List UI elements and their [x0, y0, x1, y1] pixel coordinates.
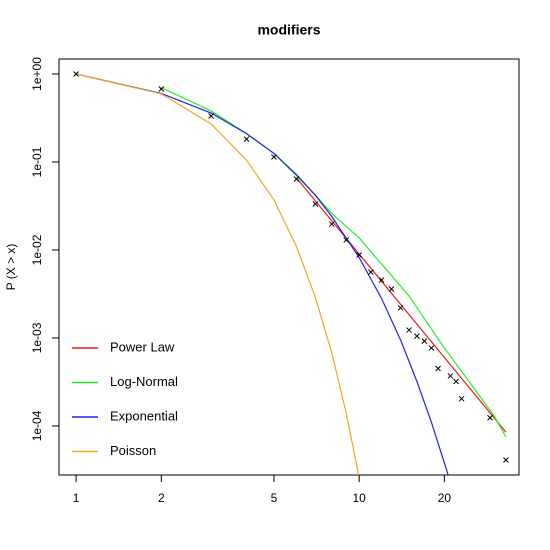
data-point — [356, 252, 363, 258]
data-point — [397, 304, 404, 311]
data-point — [421, 338, 428, 344]
data-point — [368, 269, 374, 275]
data-point — [378, 277, 385, 283]
data-point — [428, 345, 435, 351]
data-point — [343, 237, 350, 243]
data-point — [435, 365, 441, 372]
data-point — [243, 136, 250, 142]
series-line — [295, 177, 507, 433]
y-tick-label: 1e-01 — [30, 146, 44, 177]
chart-title: modifiers — [257, 22, 320, 38]
y-tick-label: 1e-03 — [30, 322, 44, 353]
legend-label: Poisson — [110, 443, 156, 458]
series-line — [75, 73, 449, 475]
x-tick-label: 1 — [73, 491, 80, 505]
legend-label: Exponential — [110, 408, 178, 423]
data-point — [458, 395, 465, 402]
x-tick-label: 20 — [438, 491, 452, 505]
x-tick-label: 10 — [352, 491, 366, 505]
y-tick-label: 1e+00 — [30, 57, 44, 91]
y-axis-label: P (X > x) — [4, 244, 18, 291]
data-point — [453, 378, 459, 385]
y-tick-label: 1e-04 — [30, 410, 44, 441]
data-point — [158, 86, 165, 92]
data-point — [312, 201, 319, 207]
data-point — [406, 327, 412, 333]
data-point — [208, 113, 215, 119]
data-point — [388, 286, 395, 292]
x-tick-label: 5 — [271, 491, 278, 505]
data-point — [447, 373, 454, 379]
legend-label: Log-Normal — [110, 374, 178, 389]
series-line — [161, 87, 507, 438]
legend-label: Power Law — [110, 339, 175, 354]
plot-frame — [58, 58, 520, 476]
data-point — [73, 71, 79, 77]
data-point — [414, 333, 420, 339]
data-point — [487, 414, 493, 421]
series-line — [75, 73, 360, 475]
data-point — [271, 154, 277, 160]
x-tick-label: 2 — [158, 491, 165, 505]
data-point — [293, 176, 300, 182]
plot-area — [73, 71, 509, 475]
data-point — [503, 457, 509, 463]
data-point — [328, 221, 335, 227]
y-tick-label: 1e-02 — [30, 234, 44, 265]
